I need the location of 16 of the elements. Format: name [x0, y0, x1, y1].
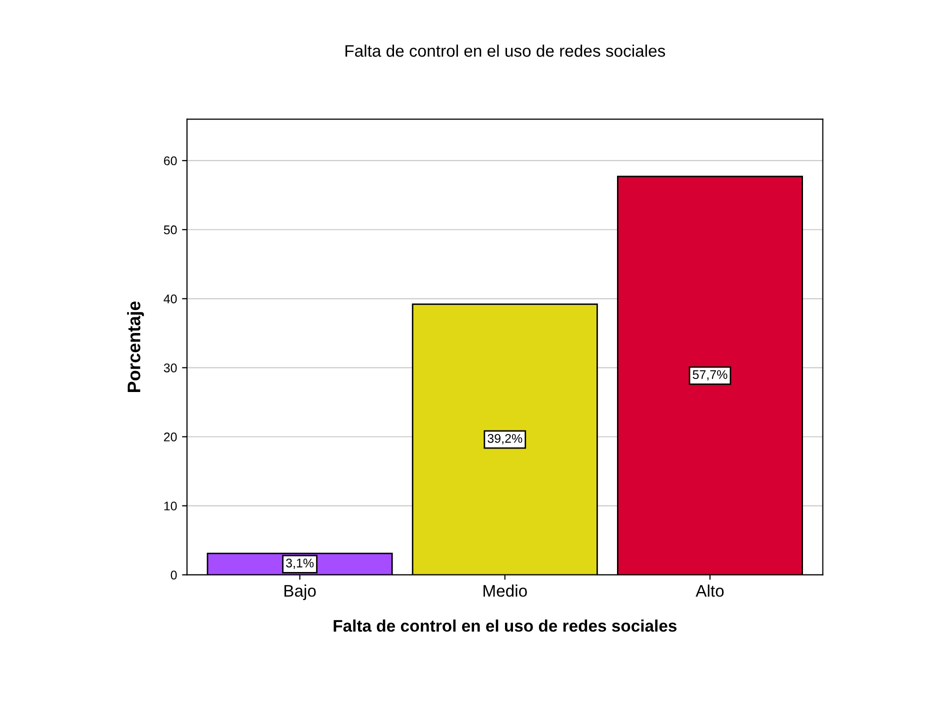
x-tick-label: Bajo: [284, 584, 316, 600]
data-label: 3,1%: [286, 558, 314, 569]
y-tick-label: 60: [164, 156, 177, 166]
y-tick-label: 40: [164, 294, 177, 304]
x-axis-title: Falta de control en el uso de redes sociales: [334, 620, 677, 632]
y-tick-label: 50: [164, 225, 177, 234]
y-axis-title: Porcentaje: [127, 301, 144, 392]
y-tick-label: 20: [164, 432, 177, 442]
y-tick-label: 0: [170, 570, 177, 580]
chart-title: Falta de control en el uso de redes sociales: [346, 44, 666, 57]
data-label: 39,2%: [488, 434, 522, 444]
data-label: 57,7%: [692, 370, 728, 380]
y-tick-label: 30: [164, 364, 177, 372]
y-tick-label: 10: [164, 502, 177, 510]
x-tick-label: Alto: [696, 584, 724, 597]
x-tick-label: Medio: [484, 584, 527, 597]
